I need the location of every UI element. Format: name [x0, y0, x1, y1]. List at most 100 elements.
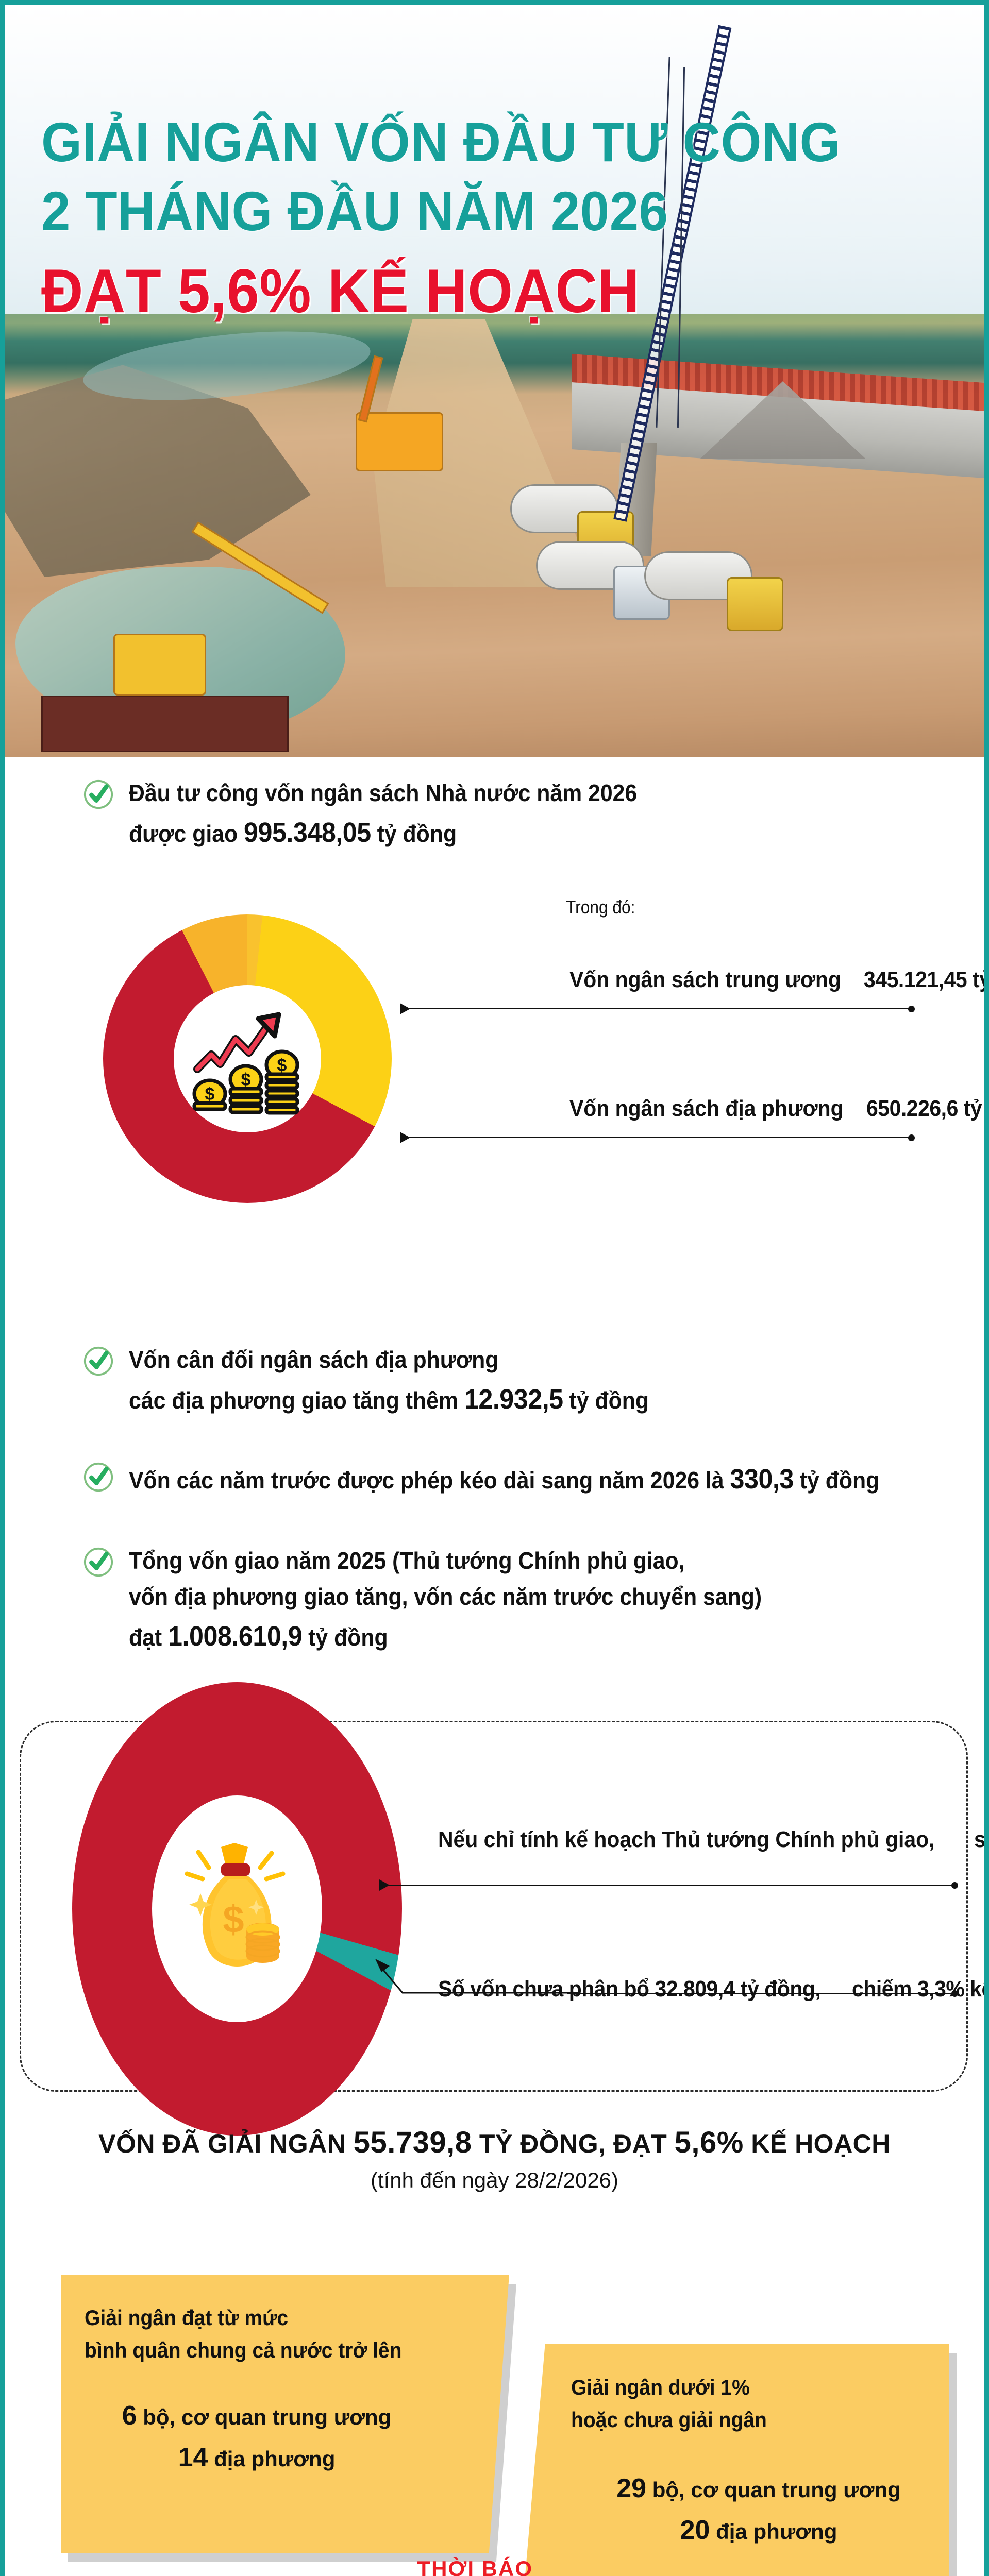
- photo-excavator-2: [113, 634, 206, 696]
- sky-background: [5, 5, 984, 366]
- page-title: GIẢI NGÂN VỐN ĐẦU TƯ CÔNG 2 THÁNG ĐẦU NĂ…: [41, 111, 841, 326]
- box-above-average-text-2: địa phương: [208, 2446, 336, 2471]
- bullet-total-2025-value: 1.008.610,9: [168, 1620, 303, 1652]
- disbursement-amount: 55.739,8: [353, 2126, 472, 2159]
- box-below-one-percent-values: 29 bộ, cơ quan trung ương 20 địa phương: [571, 2468, 926, 2551]
- svg-text:$: $: [277, 1056, 287, 1075]
- box-below-one-percent-text-1: bộ, cơ quan trung ương: [646, 2478, 901, 2502]
- box-below-one-percent-value-2: 20 địa phương: [592, 2510, 926, 2551]
- publisher-logo-inner: Tàichính THỜI BÁO CƠ QUAN CỦA BỘ TÀI CHÍ…: [273, 2545, 716, 2576]
- check-circle-icon: [82, 1546, 114, 1578]
- money-bag-icon: $: [178, 1832, 296, 1981]
- title-line-3: ĐẠT 5,6% KẾ HOẠCH: [41, 256, 640, 326]
- allocation-donut-chart: $: [72, 1682, 402, 2136]
- bullet-local-balance-line-2: các địa phương giao tăng thêm 12.932,5 t…: [129, 1378, 649, 1420]
- callout-unallocated-prefix: Số vốn chưa phân bổ: [438, 1976, 655, 2002]
- box-below-one-percent: Giải ngân dưới 1% hoặc chưa giải ngân 29…: [522, 2344, 957, 2576]
- callout-local-budget-number: 650.226,6: [866, 1096, 958, 1121]
- box-above-average-values: 6 bộ, cơ quan trung ương 14 địa phương: [85, 2395, 485, 2478]
- callout-unallocated-line-2: chiếm 3,3% kế hoạch: [851, 1972, 984, 2003]
- bullet-local-balance: Vốn cân đối ngân sách địa phương các địa…: [82, 1342, 688, 1420]
- title-line-1: GIẢI NGÂN VỐN ĐẦU TƯ CÔNG: [41, 111, 841, 173]
- leader-dot-allocated: [951, 1882, 958, 1889]
- check-circle-icon: [82, 1461, 114, 1493]
- callout-unallocated-line-1: Số vốn chưa phân bổ 32.809,4 tỷ đồng,: [438, 1972, 821, 2003]
- disbursement-percent: 5,6%: [674, 2126, 744, 2159]
- callout-allocated-line-2: số vốn đã phân bổ đạt 962.538,6 đồng,: [974, 1823, 986, 1854]
- leader-line-local: [405, 1137, 910, 1138]
- disbursement-headline-line-1: VỐN ĐÃ GIẢI NGÂN 55.739,8 TỶ ĐỒNG, ĐẠT 5…: [5, 2125, 984, 2160]
- leader-dot-local: [908, 1134, 915, 1141]
- box-below-one-percent-text-2: địa phương: [710, 2519, 837, 2544]
- bullet-local-balance-line-1: Vốn cân đối ngân sách địa phương: [129, 1346, 499, 1373]
- callout-local-budget-unit: tỷ đồng: [963, 1096, 984, 1121]
- growth-chart-coins-icon: $ $ $: [188, 1007, 307, 1115]
- callout-unallocated-value: 32.809,4: [655, 1976, 735, 2002]
- bullet-total-budget-value: 995.348,05: [244, 817, 371, 848]
- callout-central-budget-unit: tỷ đồng: [973, 967, 984, 992]
- callout-central-budget: Vốn ngân sách trung ương 345.121,45 tỷ đ…: [569, 956, 984, 994]
- leader-line-allocated: [389, 1885, 953, 1886]
- box-below-one-percent-num-1: 29: [616, 2473, 647, 2503]
- callout-local-budget-label: Vốn ngân sách địa phương: [569, 1096, 844, 1121]
- svg-text:$: $: [241, 1070, 251, 1090]
- box-above-average-num-1: 6: [122, 2401, 137, 2431]
- disbursement-prefix: VỐN ĐÃ GIẢI NGÂN: [98, 2129, 354, 2158]
- bullet-carryover: Vốn các năm trước được phép kéo dài sang…: [82, 1458, 936, 1500]
- box-above-average: Giải ngân đạt từ mức bình quân chung cả …: [61, 2275, 516, 2562]
- box-above-average-text-1: bộ, cơ quan trung ương: [137, 2405, 392, 2429]
- leader-dot-unallocated: [951, 1990, 958, 1997]
- box-above-average-value-2: 14 địa phương: [85, 2437, 429, 2479]
- bullet-local-balance-value: 12.932,5: [464, 1383, 563, 1415]
- leader-dot-central: [908, 1006, 915, 1012]
- callout-unallocated-pct: 3,3%: [917, 1976, 964, 2002]
- leader-arrow-central: [400, 1003, 410, 1014]
- photo-barge: [41, 696, 289, 752]
- callout-local-budget-value: 650.226,6 tỷ đồng: [866, 1092, 984, 1123]
- box-below-one-percent-num-2: 20: [680, 2515, 710, 2545]
- callout-unallocated-pct-prefix: chiếm: [851, 1976, 917, 2002]
- callout-allocated-line-1: Nếu chỉ tính kế hoạch Thủ tướng Chính ph…: [438, 1827, 935, 1852]
- callout-local-budget: Vốn ngân sách địa phương 650.226,6 tỷ đồ…: [569, 1084, 984, 1123]
- logo-wordmark: Tàichính: [273, 2563, 716, 2576]
- box-above-average-line-2: bình quân chung cả nước trở lên: [85, 2338, 402, 2362]
- box-below-one-percent-line-1: Giải ngân dưới 1%: [571, 2375, 750, 2399]
- svg-text:$: $: [223, 1898, 244, 1941]
- bullet-total-2025-line-3: đạt 1.008.610,9 tỷ đồng: [129, 1615, 762, 1657]
- photo-excavator-1: [356, 412, 443, 471]
- callout-allocated-prefix: số vốn đã phân bổ đạt: [974, 1827, 986, 1852]
- box-below-one-percent-panel: [522, 2344, 949, 2576]
- callout-allocated: Nếu chỉ tính kế hoạch Thủ tướng Chính ph…: [438, 1808, 986, 1854]
- publisher-logo: Tàichính THỜI BÁO CƠ QUAN CỦA BỘ TÀI CHÍ…: [5, 2545, 984, 2576]
- svg-text:$: $: [205, 1084, 215, 1104]
- callout-unallocated: Số vốn chưa phân bổ 32.809,4 tỷ đồng, ch…: [438, 1958, 984, 2003]
- disbursement-headline-subline: (tính đến ngày 28/2/2026): [370, 2168, 619, 2192]
- bullet-total-budget-line-1: Đầu tư công vốn ngân sách Nhà nước năm 2…: [129, 779, 638, 806]
- box-below-one-percent-value-1: 29 bộ, cơ quan trung ương: [592, 2468, 926, 2510]
- donut-1-ring: [103, 914, 392, 1203]
- construction-photo: [5, 314, 984, 757]
- leader-arrow-allocated: [379, 1879, 390, 1891]
- callout-unallocated-pct-suffix: kế hoạch: [969, 1976, 984, 2002]
- bullet-total-2025-unit: tỷ đồng: [302, 1623, 388, 1651]
- disbursement-headline: VỐN ĐÃ GIẢI NGÂN 55.739,8 TỶ ĐỒNG, ĐẠT 5…: [5, 2125, 984, 2193]
- check-circle-icon: [82, 778, 114, 810]
- bullet-total-2025: Tổng vốn giao năm 2025 (Thủ tướng Chính …: [82, 1543, 810, 1657]
- leader-elbow-unallocated: [375, 1959, 578, 1994]
- bullet-carryover-line-1: Vốn các năm trước được phép kéo dài sang…: [129, 1458, 879, 1500]
- box-above-average-line-1: Giải ngân đạt từ mức: [85, 2306, 289, 2330]
- leader-line-central: [405, 1008, 910, 1009]
- bullet-total-budget-prefix: được giao: [129, 820, 244, 847]
- hero-header: GIẢI NGÂN VỐN ĐẦU TƯ CÔNG 2 THÁNG ĐẦU NĂ…: [5, 5, 984, 757]
- budget-split-donut-chart: $ $ $: [103, 914, 392, 1203]
- callout-unallocated-unit: tỷ đồng,: [735, 1976, 821, 2002]
- allocation-dashed-panel: [20, 1721, 968, 2092]
- bullet-carryover-unit: tỷ đồng: [793, 1467, 880, 1494]
- bullet-total-budget-unit: tỷ đồng: [371, 820, 457, 847]
- logo-kicker: THỜI BÁO: [417, 2556, 533, 2576]
- disbursement-suffix: KẾ HOẠCH: [743, 2129, 891, 2158]
- trong-do-label: Trong đó:: [566, 896, 635, 918]
- box-below-one-percent-line-2: hoặc chưa giải ngân: [571, 2408, 767, 2432]
- leader-line-unallocated: [567, 1993, 953, 1994]
